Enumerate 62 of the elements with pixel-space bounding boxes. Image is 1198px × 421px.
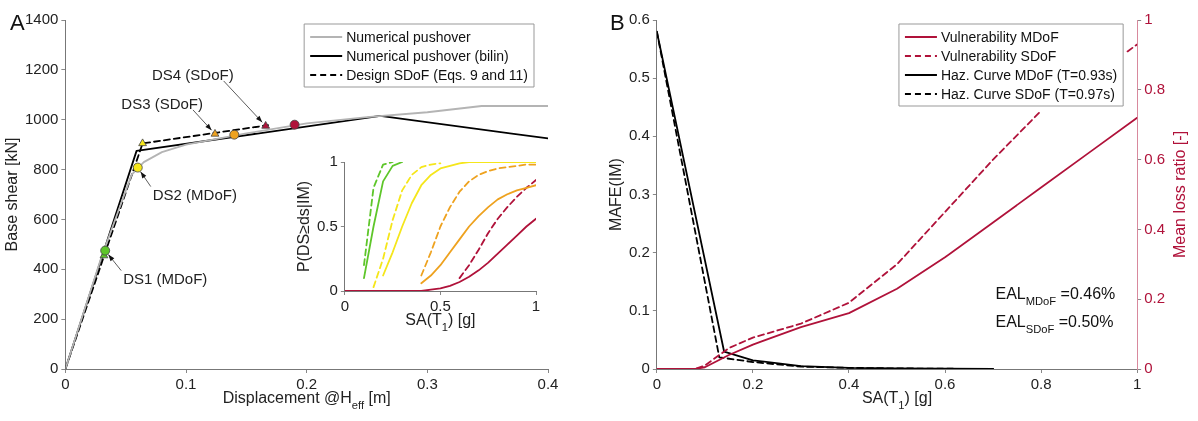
y-tick-label: 0.5 <box>316 216 338 234</box>
annotation: DS3 (SDoF) <box>121 94 203 112</box>
chart-title: B <box>610 10 625 35</box>
y-tick-label: 1200 <box>24 60 59 77</box>
y-axis-title: Base shear [kN] <box>3 137 20 252</box>
line-series <box>458 179 536 279</box>
legend-label: Haz. Curve SDoF (T=0.97s) <box>940 86 1115 102</box>
legend-label: Numerical pushover <box>346 29 471 45</box>
y2-tick-label: 1 <box>1144 10 1153 28</box>
point <box>261 121 270 129</box>
y2-tick-label: 0.8 <box>1144 79 1166 97</box>
x-tick-label: 1 <box>531 297 541 315</box>
y-axis-title: MAFE(IM) <box>607 158 624 231</box>
x-tick-label: 0.4 <box>838 375 860 393</box>
y-tick-label: 800 <box>33 159 59 177</box>
y-tick-label: 0 <box>641 359 650 377</box>
point <box>138 138 147 147</box>
y-tick-label: 1 <box>329 152 338 170</box>
y-tick-label: 0.3 <box>628 184 650 202</box>
chart-title: A <box>10 10 25 35</box>
y-tick-label: 1400 <box>24 10 59 28</box>
x-tick-label: 0 <box>61 375 70 393</box>
y-tick-label: 0.2 <box>628 242 650 260</box>
y-tick-label: 0.6 <box>628 10 650 28</box>
y-tick-label: 0 <box>50 359 59 377</box>
y-tick-label: 600 <box>33 209 59 227</box>
legend-label: Vulnerability MDoF <box>940 29 1059 45</box>
point <box>132 162 143 173</box>
x-tick-label: 0.3 <box>416 375 438 393</box>
x-tick-label: 0 <box>340 297 350 315</box>
x-tick-label: 0.2 <box>742 375 764 393</box>
x-tick-label: 0.4 <box>537 375 559 393</box>
point <box>100 245 111 256</box>
legend-label: Numerical pushover (bilin) <box>346 48 509 64</box>
x-tick-label: 0 <box>652 375 662 393</box>
annotation: DS4 (SDoF) <box>151 65 234 83</box>
y2-axis-title: Mean loss ratio [-] <box>1171 130 1188 259</box>
annotation: DS1 (MDoF) <box>123 269 208 287</box>
y2-tick-label: 0 <box>1144 359 1153 377</box>
x-tick-label: 1 <box>1132 375 1142 393</box>
y2-tick-label: 0.4 <box>1144 219 1166 237</box>
point <box>229 129 240 140</box>
legend-label: Design SDoF (Eqs. 9 and 11) <box>346 67 529 83</box>
annotation: DS2 (MDoF) <box>152 185 237 203</box>
y-tick-label: 1000 <box>24 109 59 127</box>
y-tick-label: 400 <box>33 259 59 277</box>
x-tick-label: 0.6 <box>934 375 956 393</box>
y-tick-label: 200 <box>33 309 59 327</box>
legend-label: Haz. Curve MDoF (T=0.93s) <box>940 67 1118 83</box>
point <box>289 119 300 130</box>
x-tick-label: 0.8 <box>1030 375 1052 393</box>
y-tick-label: 0.5 <box>628 68 650 86</box>
line-series <box>372 162 442 289</box>
y-tick-label: 0 <box>329 281 338 299</box>
line-series <box>420 163 536 277</box>
y-tick-label: 0.4 <box>628 126 650 144</box>
y2-tick-label: 0.6 <box>1144 149 1166 167</box>
x-tick-label: 0.1 <box>175 375 197 393</box>
y-axis-title: P(DS≥ds|IM) <box>295 180 312 273</box>
legend-label: Vulnerability SDoF <box>940 48 1057 64</box>
x-tick-label: 0.2 <box>296 375 318 393</box>
point <box>210 129 220 137</box>
